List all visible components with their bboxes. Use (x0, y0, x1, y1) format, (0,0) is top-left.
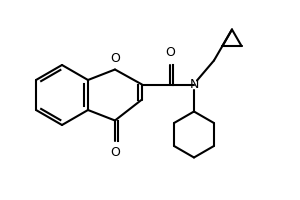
Text: O: O (165, 46, 175, 60)
Text: O: O (110, 146, 120, 159)
Text: N: N (189, 78, 199, 91)
Text: O: O (110, 51, 120, 64)
